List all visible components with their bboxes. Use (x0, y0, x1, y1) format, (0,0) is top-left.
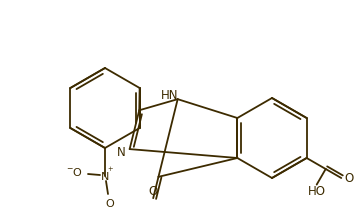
Text: $^{+}$: $^{+}$ (107, 166, 113, 176)
Text: O: O (149, 185, 158, 198)
Text: HN: HN (161, 89, 178, 102)
Text: N: N (101, 172, 109, 182)
Text: N: N (117, 146, 126, 159)
Text: O: O (106, 199, 115, 209)
Text: $^{-}$O: $^{-}$O (66, 166, 84, 178)
Text: O: O (345, 172, 354, 185)
Text: HO: HO (308, 185, 326, 198)
